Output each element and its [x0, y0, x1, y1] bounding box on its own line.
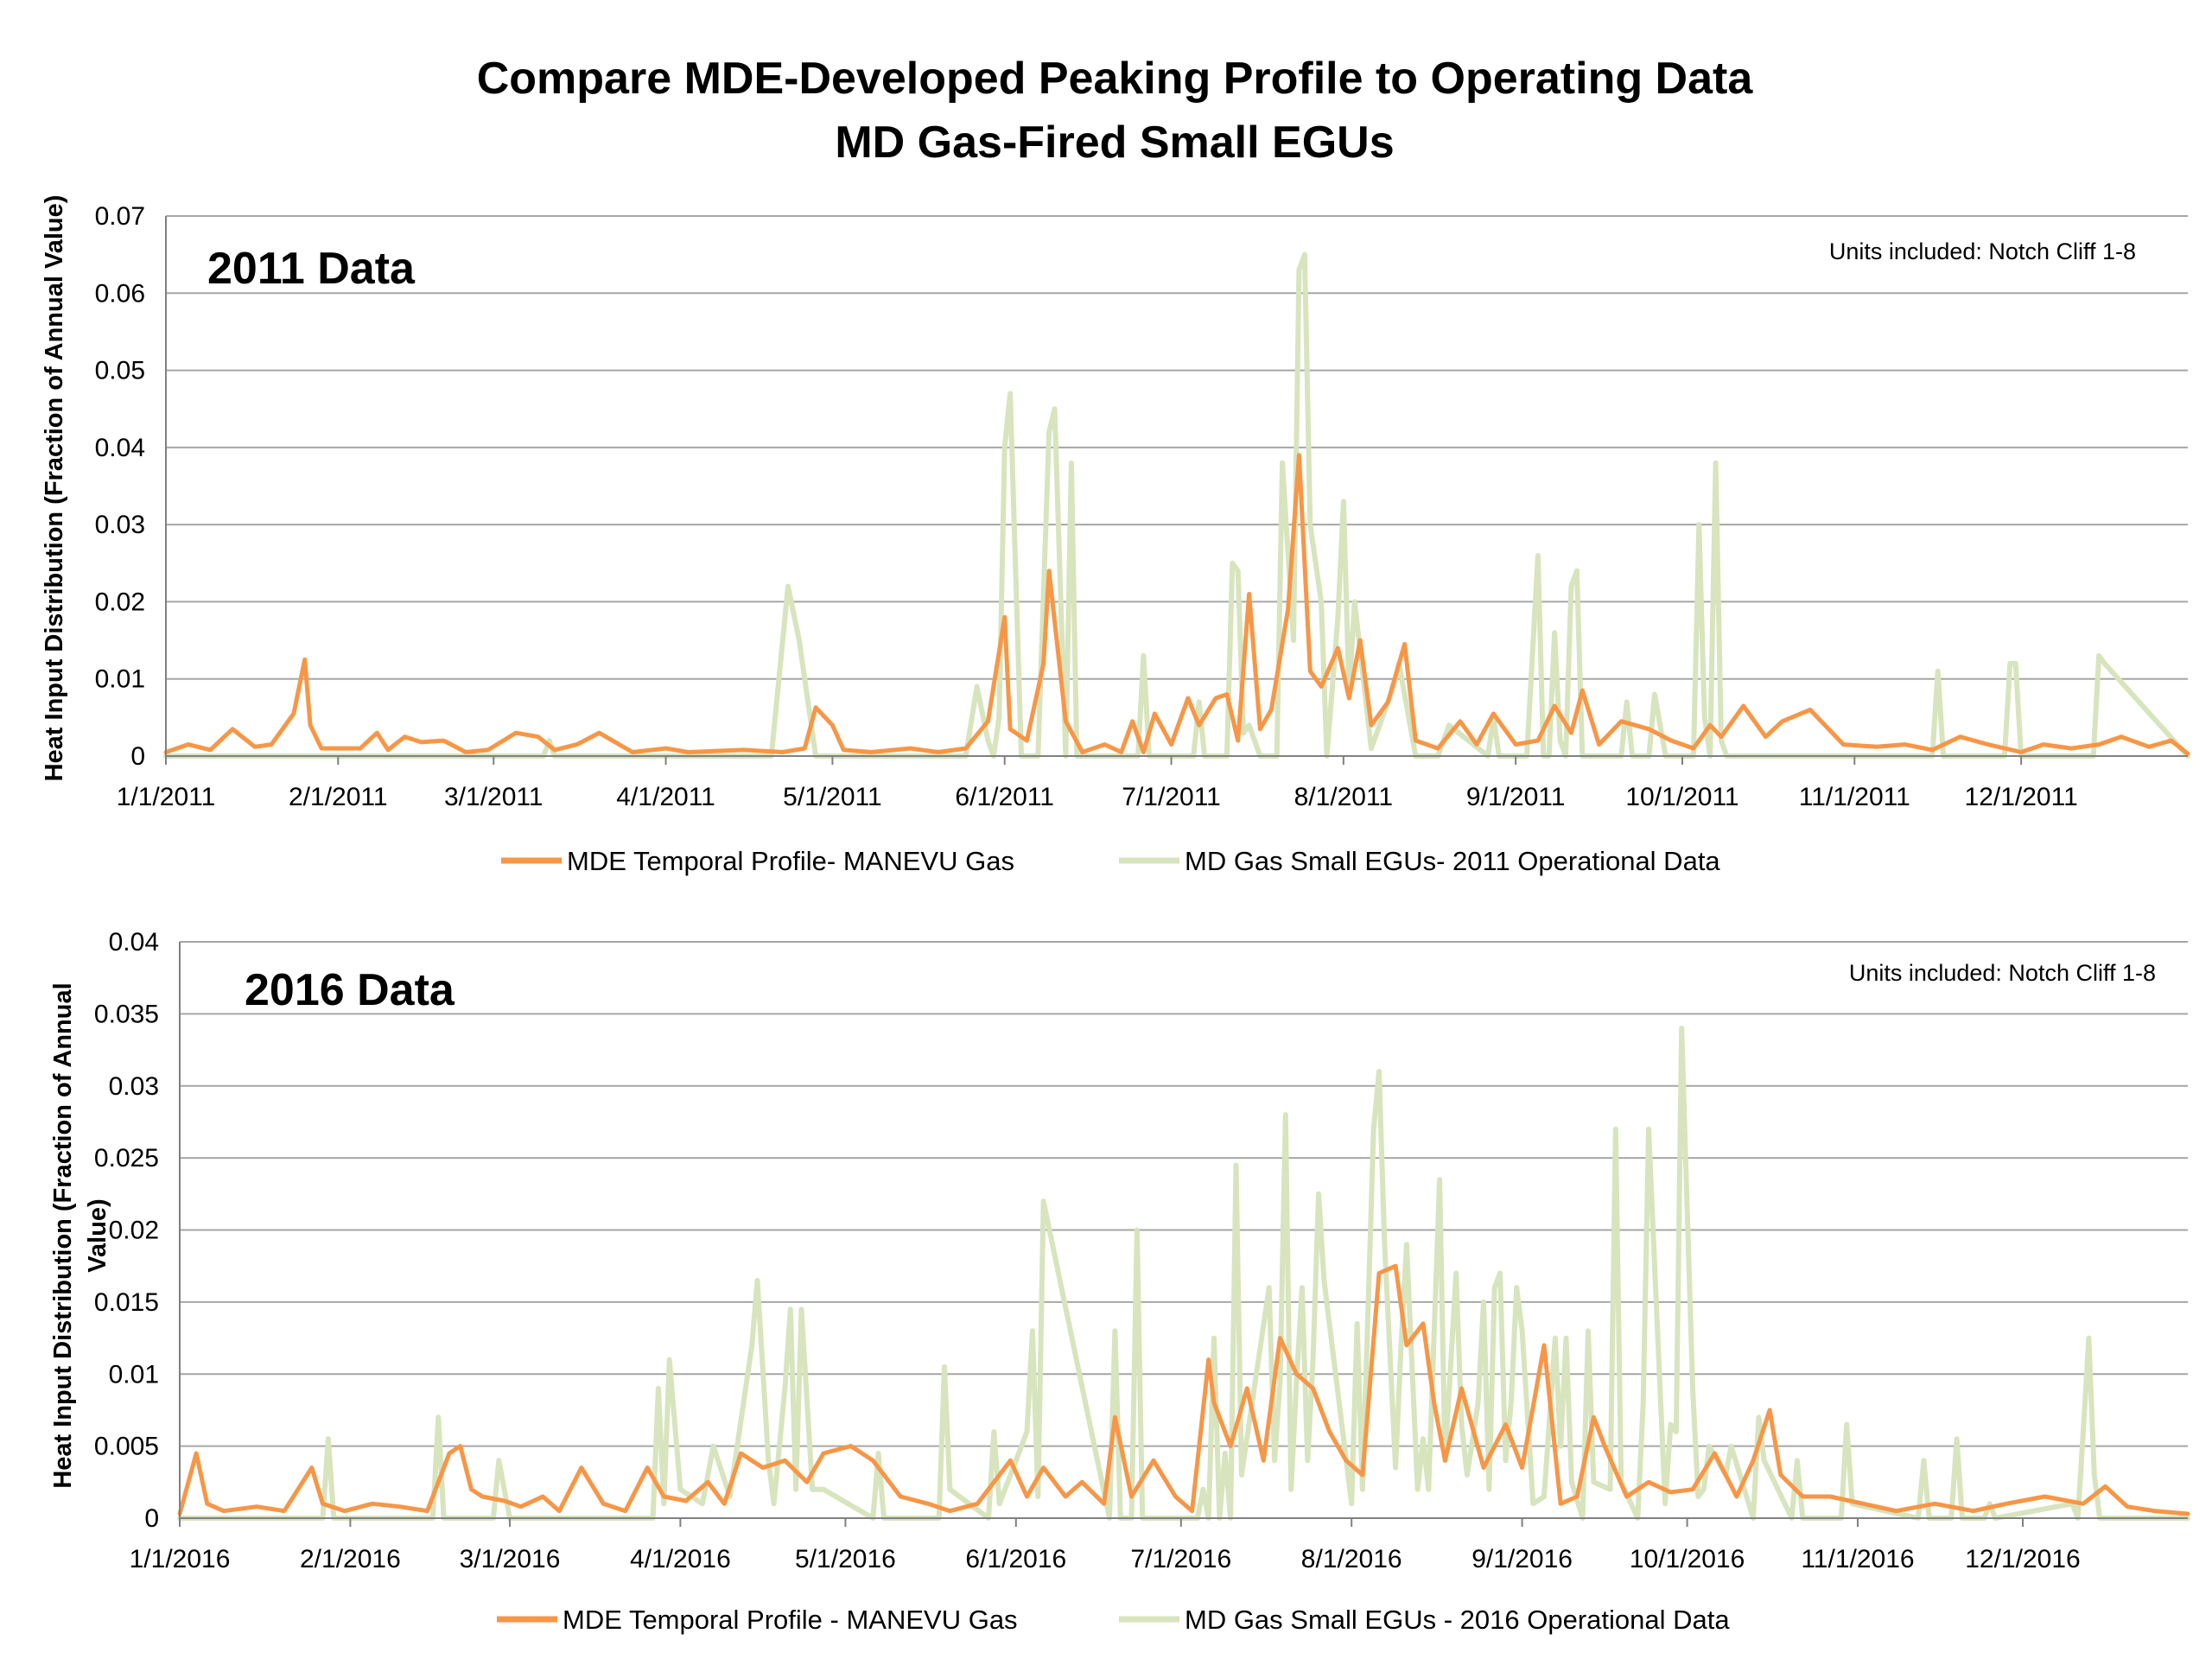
series-line-operational [177, 1026, 2190, 1521]
figure-title-line-1: Compare MDE-Developed Peaking Profile to… [477, 54, 1754, 104]
x-tick-label: 8/1/2011 [1294, 783, 1394, 811]
y-axis-label-line-1: Heat Input Distribution (Fraction of Ann… [49, 982, 77, 1488]
figure-title-line-2: MD Gas-Fired Small EGUs [835, 118, 1394, 168]
chart-2016: 0 0.005 0.01 0.015 0.02 0.025 0.03 0.035 0.04 1/1… [49, 928, 2190, 1635]
x-tick-label: 1/1/2016 [130, 1545, 231, 1573]
y-tick-label: 0.03 [95, 511, 145, 539]
gridlines [180, 941, 2188, 1447]
y-tick-label: 0.02 [109, 1217, 159, 1245]
y-axis-label: Heat Input Distribution (Fraction of Ann… [41, 195, 68, 782]
series-line-profile [177, 1263, 2190, 1516]
legend-label-profile: MDE Temporal Profile- MANEVU Gas [567, 846, 1014, 876]
legend-label-operational: MD Gas Small EGUs - 2016 Operational Dat… [1185, 1605, 1730, 1635]
series-line-profile [163, 453, 2190, 756]
y-axis-label-line-2: Value) [84, 1198, 111, 1272]
y-tick-label: 0.03 [109, 1072, 159, 1101]
panel-title: 2016 Data [245, 965, 455, 1015]
panel-title: 2011 Data [207, 244, 416, 294]
x-tick-label: 12/1/2016 [1965, 1545, 2080, 1573]
y-tick-label: 0 [130, 742, 145, 771]
x-tick-label: 9/1/2011 [1466, 783, 1566, 811]
y-axis-label: Heat Input Distribution (Fraction of Ann… [49, 982, 111, 1488]
x-tick-label: 8/1/2016 [1301, 1545, 1402, 1573]
legend-label-operational: MD Gas Small EGUs- 2011 Operational Data [1185, 846, 1720, 876]
x-tick-label: 7/1/2016 [1130, 1545, 1231, 1573]
y-tick-label: 0.06 [95, 279, 145, 308]
y-tick-label: 0.02 [95, 588, 145, 616]
legend: MDE Temporal Profile- MANEVU Gas MD Gas … [501, 846, 1720, 876]
x-tick-label: 7/1/2011 [1122, 783, 1221, 811]
x-tick-label: 5/1/2016 [795, 1545, 896, 1573]
y-tick-label: 0.035 [94, 1000, 159, 1028]
legend: MDE Temporal Profile - MANEVU Gas MD Gas… [497, 1605, 1730, 1635]
units-note: Units included: Notch Cliff 1-8 [1849, 960, 2156, 986]
x-tick-label: 5/1/2011 [783, 783, 882, 811]
y-tick-label: 0.015 [94, 1288, 159, 1317]
x-tick-label: 10/1/2016 [1630, 1545, 1745, 1573]
series-lines [177, 1026, 2190, 1521]
y-tick-label: 0 [144, 1504, 159, 1533]
x-tick-label: 6/1/2011 [955, 783, 1054, 811]
y-tick-label: 0.04 [95, 434, 145, 462]
y-tick-label: 0.005 [94, 1433, 159, 1461]
x-tick-label: 3/1/2011 [444, 783, 543, 811]
x-tick-label: 11/1/2011 [1799, 783, 1910, 811]
x-tick-label: 10/1/2011 [1625, 783, 1738, 811]
y-tick-label: 0.025 [94, 1144, 159, 1173]
gridlines [166, 215, 2188, 680]
y-tick-label: 0.01 [109, 1360, 159, 1389]
x-tick-label: 11/1/2016 [1801, 1545, 1914, 1573]
y-tick-label: 0.01 [95, 665, 145, 694]
x-tick-label: 6/1/2016 [965, 1545, 1066, 1573]
x-tick-label: 1/1/2011 [117, 783, 216, 811]
legend-label-profile: MDE Temporal Profile - MANEVU Gas [563, 1605, 1018, 1635]
units-note: Units included: Notch Cliff 1-8 [1829, 238, 2136, 264]
x-tick-label: 2/1/2011 [289, 783, 388, 811]
axes: 0 0.01 0.02 0.03 0.04 0.05 0.06 0.07 1/1/2011 2/1… [95, 202, 2188, 811]
x-tick-label: 2/1/2016 [300, 1545, 401, 1573]
x-tick-label: 9/1/2016 [1471, 1545, 1573, 1573]
y-tick-label: 0.05 [95, 357, 145, 385]
x-tick-label: 4/1/2011 [616, 783, 715, 811]
series-line-operational [163, 251, 2190, 759]
y-tick-label: 0.07 [95, 202, 145, 231]
axes: 0 0.005 0.01 0.015 0.02 0.025 0.03 0.035 0.04 1/1… [94, 928, 2188, 1573]
x-tick-label: 4/1/2016 [630, 1545, 731, 1573]
chart-2011: 0 0.01 0.02 0.03 0.04 0.05 0.06 0.07 1/1/2011 2/1… [41, 195, 2190, 876]
x-tick-label: 12/1/2011 [1965, 783, 2078, 811]
y-tick-label: 0.04 [109, 928, 159, 957]
x-tick-label: 3/1/2016 [460, 1545, 561, 1573]
series-lines [163, 251, 2190, 759]
